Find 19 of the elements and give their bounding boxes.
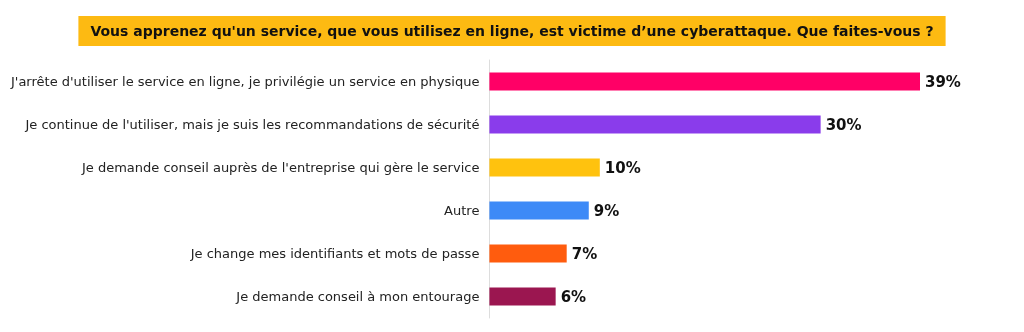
data-label: 9%	[593, 201, 620, 220]
bar	[489, 287, 556, 306]
bar	[489, 115, 821, 134]
bar	[489, 201, 589, 220]
data-label: 7%	[571, 244, 598, 263]
data-label: 6%	[560, 287, 587, 306]
bar	[489, 72, 920, 91]
y-tick-label: Je continue de l'utiliser, mais je suis les recommandations de sécurité	[24, 117, 480, 132]
y-tick-label: Autre	[444, 203, 480, 218]
data-label: 39%	[925, 72, 961, 91]
y-tick-label: J'arrête d'utiliser le service en ligne, je privilégie un service en physique	[10, 74, 480, 89]
bar	[489, 158, 600, 177]
y-tick-label: Je demande conseil auprès de l'entreprise qui gère le service	[80, 160, 480, 175]
bar	[489, 244, 567, 263]
chart-title: Vous apprenez qu'un service, que vous utilisez en ligne, est victime d’une cyberattaque. Que faites-vous ?	[90, 23, 934, 39]
data-label: 10%	[604, 158, 641, 177]
y-tick-label: Je demande conseil à mon entourage	[235, 289, 480, 304]
y-tick-label: Je change mes identifiants et mots de passe	[189, 246, 480, 261]
data-label: 30%	[825, 115, 862, 134]
